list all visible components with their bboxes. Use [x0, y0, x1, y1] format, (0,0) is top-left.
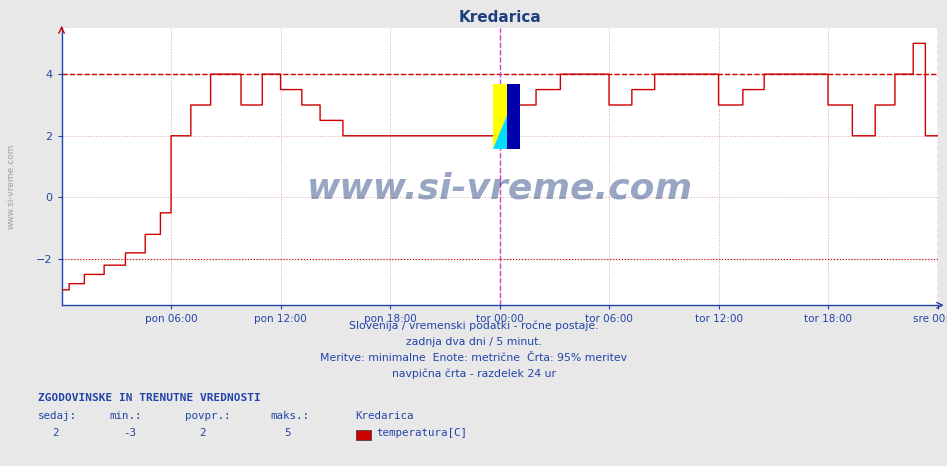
Text: Kredarica: Kredarica	[355, 411, 414, 421]
Text: 2: 2	[199, 428, 205, 438]
Text: povpr.:: povpr.:	[185, 411, 230, 421]
Text: Slovenija / vremenski podatki - ročne postaje.: Slovenija / vremenski podatki - ročne po…	[348, 320, 599, 330]
Text: sedaj:: sedaj:	[38, 411, 77, 421]
Text: maks.:: maks.:	[270, 411, 309, 421]
Text: min.:: min.:	[109, 411, 141, 421]
Text: navpična črta - razdelek 24 ur: navpična črta - razdelek 24 ur	[391, 369, 556, 379]
Text: Meritve: minimalne  Enote: metrične  Črta: 95% meritev: Meritve: minimalne Enote: metrične Črta:…	[320, 353, 627, 363]
Text: -3: -3	[123, 428, 136, 438]
Title: Kredarica: Kredarica	[458, 10, 541, 26]
Polygon shape	[493, 84, 520, 149]
Text: ZGODOVINSKE IN TRENUTNE VREDNOSTI: ZGODOVINSKE IN TRENUTNE VREDNOSTI	[38, 393, 260, 403]
Text: 2: 2	[52, 428, 59, 438]
Text: zadnja dva dni / 5 minut.: zadnja dva dni / 5 minut.	[405, 337, 542, 347]
Text: www.si-vreme.com: www.si-vreme.com	[307, 172, 692, 206]
Text: 5: 5	[284, 428, 291, 438]
Bar	[507, 84, 520, 149]
Polygon shape	[493, 84, 520, 149]
Text: www.si-vreme.com: www.si-vreme.com	[7, 144, 16, 229]
Text: temperatura[C]: temperatura[C]	[376, 428, 467, 438]
